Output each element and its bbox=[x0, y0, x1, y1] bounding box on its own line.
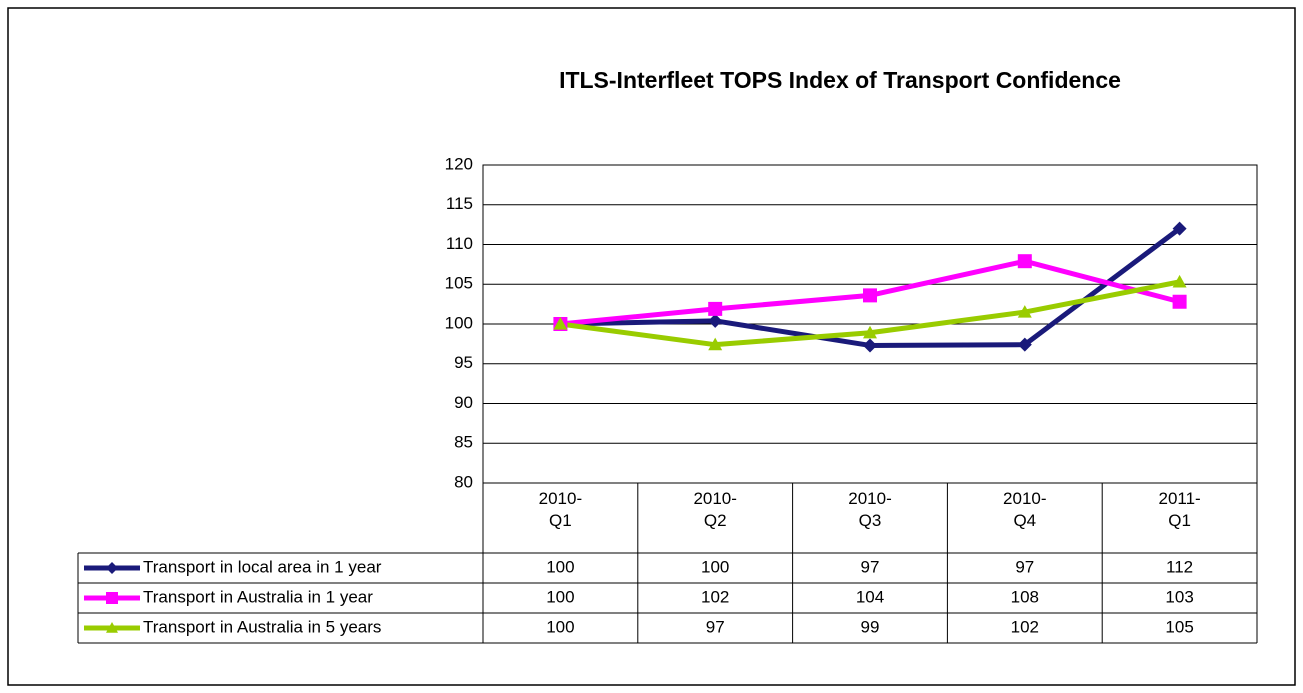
marker bbox=[1017, 337, 1032, 352]
marker bbox=[708, 313, 723, 328]
data-label: 103 bbox=[1165, 587, 1193, 606]
y-tick-label: 110 bbox=[446, 234, 473, 253]
y-tick-label: 95 bbox=[454, 353, 473, 372]
data-label: 97 bbox=[706, 617, 725, 636]
data-label: 97 bbox=[861, 557, 880, 576]
marker bbox=[708, 337, 723, 351]
data-label: 99 bbox=[861, 617, 880, 636]
legend-marker bbox=[106, 622, 118, 633]
chart-border bbox=[7, 7, 1296, 686]
data-label: 97 bbox=[1015, 557, 1034, 576]
x-tick-label: 2010-Q1 bbox=[538, 489, 583, 530]
legend-marker bbox=[106, 562, 118, 574]
x-tick-label: 2010-Q4 bbox=[1003, 489, 1047, 530]
legend-label: Transport in local area in 1 year bbox=[143, 557, 382, 576]
data-label: 100 bbox=[546, 557, 574, 576]
chart-title: ITLS-Interfleet TOPS Index of Transport … bbox=[559, 67, 1121, 93]
marker bbox=[863, 338, 877, 353]
data-label: 102 bbox=[701, 587, 729, 606]
data-label: 112 bbox=[1166, 557, 1193, 576]
y-tick-label: 90 bbox=[454, 393, 473, 412]
legend-label: Transport in Australia in 1 year bbox=[143, 587, 373, 606]
marker bbox=[863, 325, 877, 339]
marker bbox=[1172, 274, 1187, 288]
marker bbox=[1017, 305, 1032, 318]
x-tick-label: 2010-Q2 bbox=[693, 489, 737, 530]
marker bbox=[1172, 221, 1187, 236]
x-tick-label: 2011-Q1 bbox=[1158, 489, 1201, 530]
data-label: 100 bbox=[701, 557, 729, 576]
data-label: 105 bbox=[1165, 617, 1193, 636]
data-label: 100 bbox=[546, 617, 574, 636]
marker bbox=[553, 317, 568, 330]
legend-marker bbox=[106, 592, 118, 604]
marker bbox=[1017, 254, 1032, 269]
marker bbox=[708, 301, 723, 316]
data-label: 102 bbox=[1011, 617, 1039, 636]
x-tick-label: 2010-Q3 bbox=[848, 489, 892, 530]
legend-label: Transport in Australia in 5 years bbox=[143, 617, 381, 636]
marker bbox=[1172, 294, 1187, 309]
y-tick-label: 105 bbox=[445, 274, 473, 293]
y-tick-label: 85 bbox=[454, 433, 473, 452]
data-label: 104 bbox=[856, 587, 884, 606]
data-label: 100 bbox=[546, 587, 574, 606]
y-tick-label: 80 bbox=[454, 472, 473, 491]
y-tick-label: 115 bbox=[446, 194, 473, 213]
data-label: 108 bbox=[1011, 587, 1039, 606]
y-tick-label: 120 bbox=[445, 154, 473, 173]
marker bbox=[863, 288, 877, 303]
y-tick-label: 100 bbox=[445, 313, 473, 332]
